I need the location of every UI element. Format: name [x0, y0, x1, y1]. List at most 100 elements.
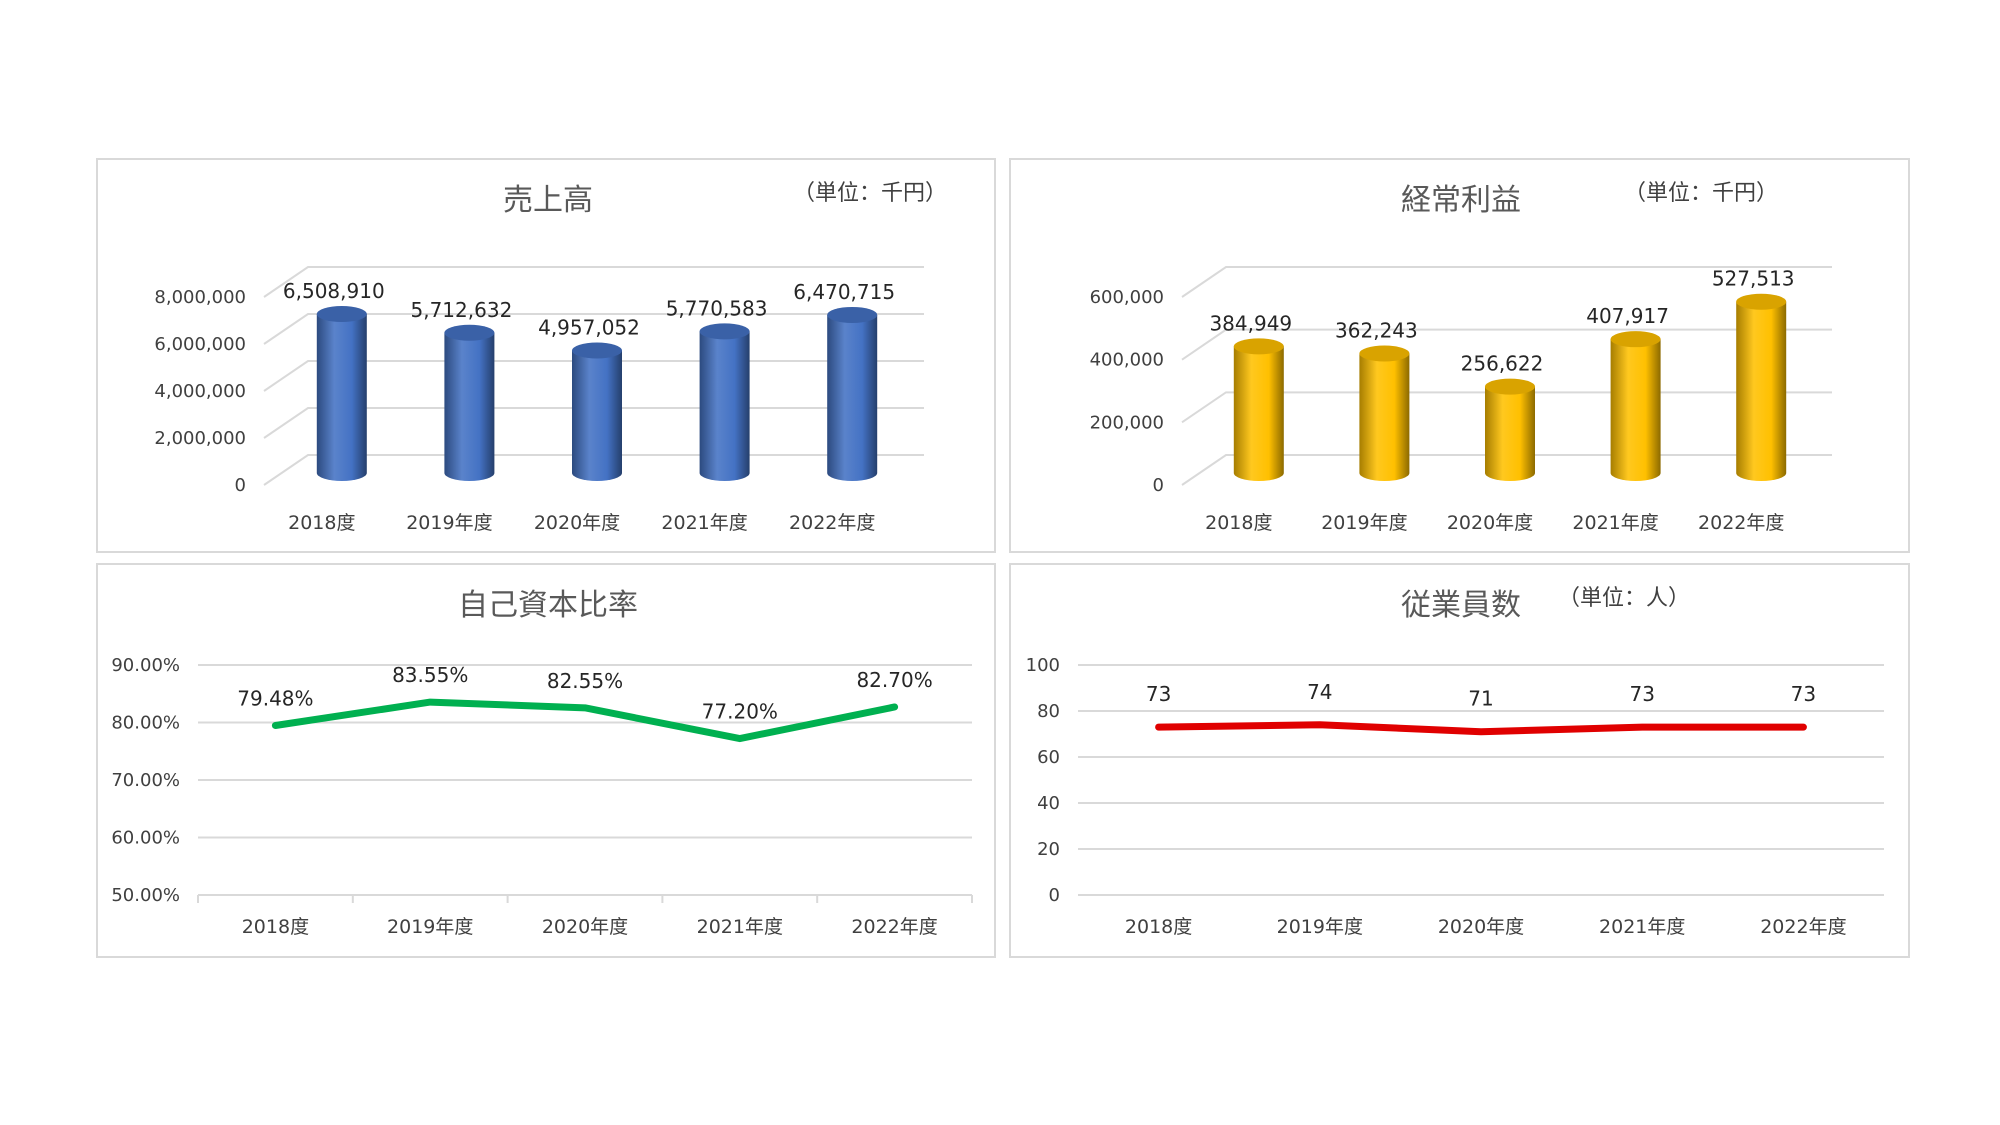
y-tick-label: 4,000,000 — [154, 381, 246, 402]
bar-top — [1485, 378, 1535, 395]
data-label: 82.70% — [856, 668, 932, 692]
data-label: 73 — [1791, 682, 1816, 706]
bar — [1736, 293, 1787, 481]
sales-chart: 売上高 （単位：千円） 0 2,000,000 4,000,000 6,000,000 8,… — [154, 181, 947, 534]
x-tick-label: 2018度 — [242, 916, 309, 938]
x-tick-label: 2019年度 — [1277, 916, 1363, 938]
gridline — [1181, 328, 1832, 361]
bar-top — [444, 324, 495, 341]
x-tick-label: 2020年度 — [1447, 512, 1533, 534]
data-label: 5,712,632 — [411, 298, 513, 322]
gridline — [263, 266, 924, 298]
x-tick-label: 2021年度 — [1572, 512, 1658, 534]
bar — [444, 324, 495, 481]
y-tick-label: 60.00% — [111, 828, 180, 849]
data-label: 362,243 — [1335, 318, 1418, 342]
x-tick-label: 2018度 — [1125, 916, 1192, 938]
unit-label: （単位：千円） — [793, 181, 947, 206]
bar-top — [827, 306, 878, 323]
bar-body — [1359, 353, 1410, 481]
bar-body — [572, 350, 622, 481]
unit-label: （単位：人） — [1558, 586, 1690, 611]
y-tick-label: 70.00% — [111, 770, 180, 791]
bar-top — [1610, 331, 1661, 348]
y-tick-label: 60 — [1037, 747, 1060, 768]
bar-top — [1359, 345, 1410, 362]
x-tick-label: 2022年度 — [1760, 916, 1846, 938]
series-line — [271, 698, 899, 743]
bar — [1233, 338, 1284, 481]
data-label: 82.55% — [547, 669, 623, 693]
bar — [1485, 378, 1535, 481]
x-tick-label: 2020年度 — [534, 512, 620, 534]
data-label: 79.48% — [237, 686, 313, 710]
bar-top — [699, 323, 750, 340]
x-tick-label: 2022年度 — [789, 512, 875, 534]
x-tick-label: 2022年度 — [851, 916, 937, 938]
y-tick-label: 0 — [1049, 885, 1060, 906]
x-tick-label: 2018度 — [1205, 512, 1272, 534]
x-tick-label: 2018度 — [288, 512, 355, 534]
employee-count-chart-panel: 従業員数 （単位：人） 0 20 40 60 80 100 73 2018度 74 2019年度 71 2… — [1009, 563, 1910, 958]
data-label: 74 — [1307, 680, 1332, 704]
chart-title: 従業員数 — [1401, 588, 1521, 623]
x-tick-label: 2019年度 — [1321, 512, 1407, 534]
data-label: 4,957,052 — [538, 316, 640, 340]
data-label: 6,508,910 — [283, 279, 385, 303]
x-tick-label: 2021年度 — [697, 916, 783, 938]
bar-top — [1233, 338, 1284, 355]
y-tick-label: 80.00% — [111, 713, 180, 734]
bar — [699, 323, 750, 481]
bar-top — [1736, 293, 1787, 310]
bar-body — [699, 331, 750, 481]
y-tick-label: 90.00% — [111, 655, 180, 676]
unit-label: （単位：千円） — [1624, 181, 1778, 206]
y-tick-label: 400,000 — [1090, 350, 1164, 371]
y-tick-label: 80 — [1037, 701, 1060, 722]
data-label: 77.20% — [702, 700, 778, 724]
bar-top — [572, 342, 622, 359]
series-line — [1155, 721, 1807, 736]
y-tick-label: 20 — [1037, 839, 1060, 860]
bar-body — [1736, 301, 1787, 481]
data-label: 73 — [1629, 682, 1654, 706]
equity-ratio-chart: 自己資本比率 50.00% 60.00% 70.00% 80.00% 90.00% 79.4… — [111, 588, 973, 938]
chart-title: 自己資本比率 — [458, 588, 638, 623]
gridline — [1181, 266, 1832, 298]
y-tick-label: 200,000 — [1090, 412, 1164, 433]
data-label: 5,770,583 — [666, 296, 768, 320]
data-label: 527,513 — [1712, 267, 1795, 291]
bar-top — [316, 306, 367, 323]
employee-count-chart: 従業員数 （単位：人） 0 20 40 60 80 100 73 2018度 74 2019年度 71 2… — [1026, 586, 1884, 938]
data-label: 256,622 — [1461, 352, 1544, 376]
x-tick-label: 2019年度 — [406, 512, 492, 534]
x-tick-label: 2020年度 — [542, 916, 628, 938]
y-tick-label: 6,000,000 — [154, 334, 246, 355]
data-label: 71 — [1468, 687, 1493, 711]
data-label: 6,470,715 — [793, 280, 895, 304]
bar — [1359, 345, 1410, 481]
bar — [1610, 331, 1661, 481]
x-tick-label: 2020年度 — [1438, 916, 1524, 938]
bar-body — [1610, 339, 1661, 481]
data-label: 407,917 — [1586, 304, 1669, 328]
y-tick-label: 50.00% — [111, 885, 180, 906]
bar-body — [1485, 386, 1535, 481]
data-label: 83.55% — [392, 663, 468, 687]
sales-chart-panel: 売上高 （単位：千円） 0 2,000,000 4,000,000 6,000,000 8,… — [96, 158, 996, 553]
y-tick-label: 8,000,000 — [154, 287, 246, 308]
x-tick-label: 2021年度 — [1599, 916, 1685, 938]
equity-ratio-chart-panel: 自己資本比率 50.00% 60.00% 70.00% 80.00% 90.00% 79.4… — [96, 563, 996, 958]
bar-body — [444, 332, 495, 481]
bar — [316, 306, 367, 481]
y-tick-label: 0 — [1153, 475, 1164, 496]
y-tick-label: 600,000 — [1090, 287, 1164, 308]
y-tick-label: 2,000,000 — [154, 428, 246, 449]
data-label: 73 — [1146, 682, 1171, 706]
ordinary-profit-chart-panel: 経常利益 （単位：千円） 0 200,000 400,000 600,000 384,949… — [1009, 158, 1910, 553]
y-tick-label: 0 — [235, 475, 246, 496]
data-label: 384,949 — [1209, 311, 1292, 335]
chart-title: 売上高 — [503, 183, 593, 218]
bar-body — [316, 314, 367, 481]
bar — [572, 342, 622, 481]
